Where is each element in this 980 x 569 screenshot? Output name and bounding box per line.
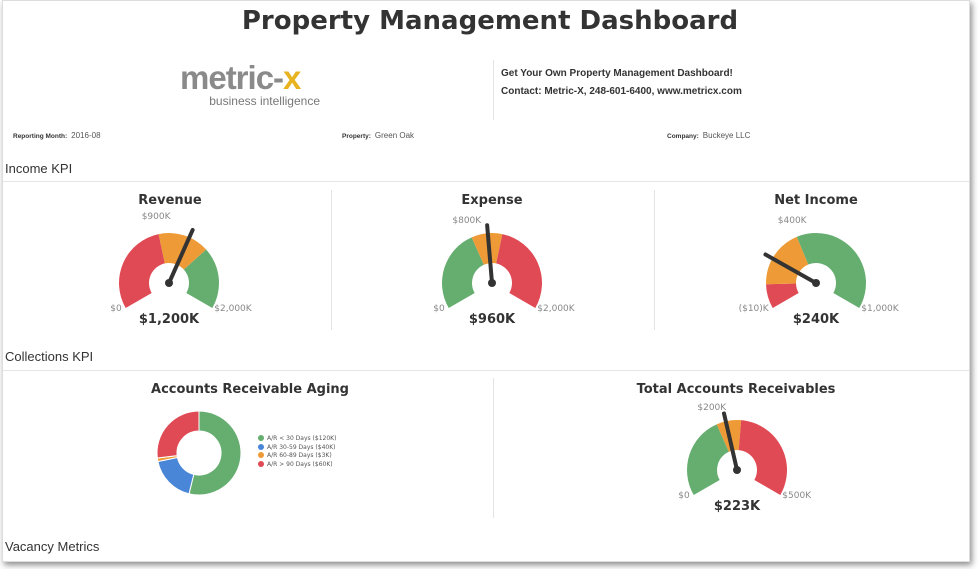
- filter-label: Reporting Month:: [13, 133, 68, 140]
- gauge-needle-hub: [733, 466, 741, 474]
- gauge-title-revenue: Revenue: [138, 193, 202, 208]
- legend-label: A/R > 90 Days ($60K): [267, 460, 333, 468]
- legend-label: A/R < 30 Days ($120K): [267, 435, 337, 442]
- page-title: Property Management Dashboard: [241, 6, 739, 36]
- gauge-threshold-label: $900K: [141, 212, 171, 223]
- section-collections-kpi: Collections KPI: [5, 349, 94, 364]
- gauge-band: [766, 283, 799, 308]
- gauge-band: [442, 237, 484, 308]
- gauge-band: [738, 420, 787, 495]
- gauge-threshold-label: $200K: [697, 403, 727, 414]
- promo-text: Get Your Own Property Management Dashboa…: [501, 68, 733, 79]
- gauge-max-label: $500K: [782, 491, 812, 501]
- legend-item[interactable]: A/R 30-59 Days ($40K): [258, 443, 336, 453]
- gauge-band: [471, 233, 503, 265]
- gauge-needle-hub: [812, 279, 820, 287]
- donut-slice: [188, 410, 242, 496]
- legend-item[interactable]: A/R < 30 Days ($120K): [258, 435, 336, 444]
- gauge-band: [687, 424, 729, 495]
- gauge-band: [796, 232, 867, 308]
- divider: [654, 190, 655, 330]
- legend-swatch-icon: [258, 452, 264, 458]
- gauge-threshold-label: $800K: [452, 216, 482, 227]
- logo-tagline: business intelligence: [209, 94, 320, 108]
- donut-slice: [156, 410, 200, 459]
- filter-label: Property:: [342, 133, 371, 140]
- section-vacancy-metrics: Vacancy Metrics: [5, 539, 100, 554]
- gauge-value: $1,200K: [138, 312, 200, 327]
- section-income-kpi: Income KPI: [5, 161, 73, 176]
- divider: [331, 190, 332, 330]
- legend-swatch-icon: [258, 460, 264, 467]
- gauge-value: $240K: [792, 312, 840, 327]
- gauge-min-label: $0: [110, 304, 122, 314]
- gauge-min-label: ($10)K: [738, 304, 769, 314]
- filter-value: Buckeye LLC: [702, 131, 751, 140]
- donut-slice: [157, 456, 195, 495]
- legend-swatch-icon: [258, 435, 264, 441]
- gauge-needle-hub: [488, 279, 496, 287]
- gauge-min-label: $0: [433, 304, 445, 314]
- legend-item[interactable]: A/R > 90 Days ($60K): [258, 460, 336, 470]
- logo-accent: x: [283, 59, 301, 96]
- gauge-needle: [167, 228, 195, 285]
- gauge-band: [183, 249, 219, 308]
- gauge-needle: [763, 252, 818, 285]
- gauge-max-label: $2,000K: [214, 304, 252, 314]
- filter-value: 2016-08: [71, 131, 101, 140]
- divider: [3, 370, 969, 371]
- gauge-max-label: $1,000K: [861, 304, 899, 314]
- divider: [3, 181, 969, 182]
- gauge-min-label: $0: [678, 491, 690, 501]
- donut-title-aging: Accounts Receivable Aging: [151, 382, 349, 397]
- gauge-needle-hub: [165, 279, 173, 287]
- gauge-title-net-income: Net Income: [774, 193, 858, 208]
- legend-swatch-icon: [258, 443, 264, 450]
- contact-text: Contact: Metric-X, 248-601-6400, www.met…: [501, 86, 742, 97]
- divider: [493, 60, 494, 120]
- gauge-value: $223K: [713, 499, 761, 514]
- gauge-needle: [721, 411, 739, 472]
- metric-x-logo: metric-x business intelligence: [180, 59, 325, 108]
- gauge-threshold-label: $400K: [777, 215, 807, 226]
- gauge-band: [496, 234, 543, 308]
- filter-value: Green Oak: [374, 131, 415, 140]
- logo-main: metric-: [180, 59, 284, 96]
- gauge-band: [119, 234, 165, 308]
- gauge-title-expense: Expense: [461, 193, 523, 208]
- filter-label: Company:: [667, 133, 699, 140]
- legend-item[interactable]: A/R 60-89 Days ($3K): [258, 452, 336, 461]
- gauge-max-label: $2,000K: [537, 304, 575, 314]
- legend-label: A/R 30-59 Days ($40K): [267, 443, 336, 451]
- gauge-title-total-ar: Total Accounts Receivables: [636, 382, 836, 397]
- legend-label: A/R 60-89 Days ($3K): [267, 452, 332, 459]
- filter-company[interactable]: Company: Buckeye LLC: [667, 131, 750, 140]
- aging-legend: A/R < 30 Days ($120K) A/R 30-59 Days ($4…: [258, 435, 336, 469]
- gauge-needle: [485, 223, 494, 285]
- filter-property[interactable]: Property: Green Oak: [342, 131, 414, 140]
- divider: [493, 378, 494, 518]
- gauge-value: $960K: [468, 312, 516, 327]
- filter-reporting-month[interactable]: Reporting Month: 2016-08: [13, 131, 101, 140]
